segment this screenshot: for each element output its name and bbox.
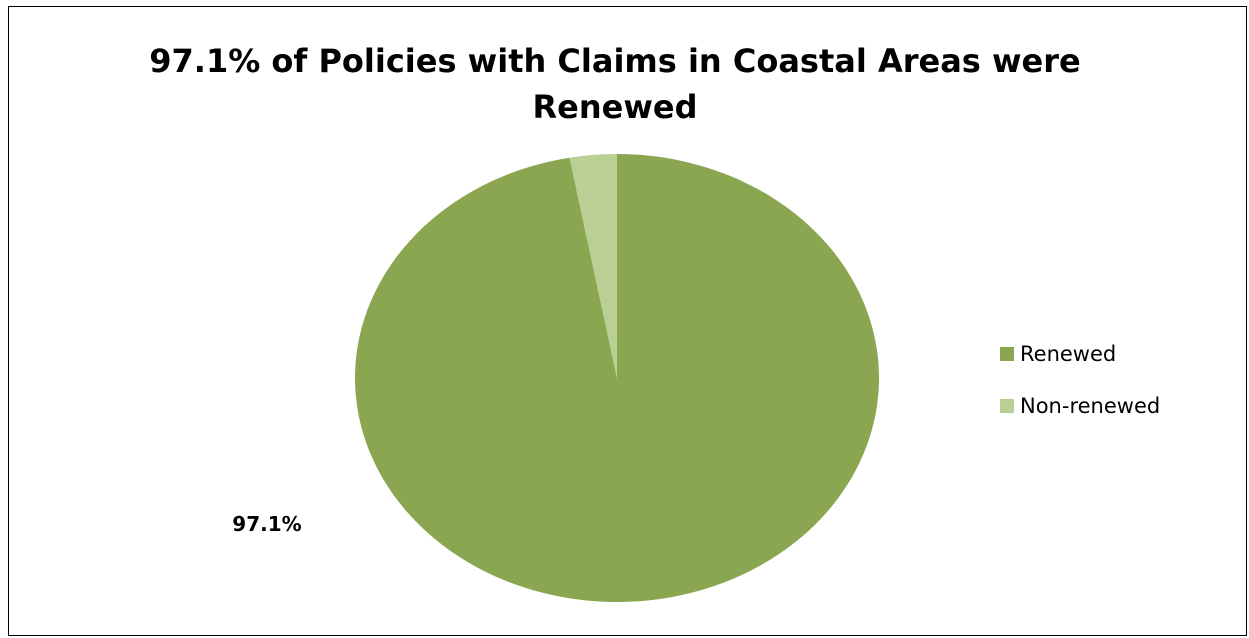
legend-label-renewed: Renewed [1020, 342, 1117, 366]
legend: Renewed Non-renewed [1000, 342, 1161, 448]
pie-slice-non-renewed [569, 154, 617, 378]
chart-title-line-2: Renewed [532, 88, 698, 126]
pie-slice-renewed [354, 154, 879, 602]
legend-label-non-renewed: Non-renewed [1020, 394, 1161, 418]
legend-item-renewed: Renewed [1000, 342, 1160, 366]
data-label-renewed: 97.1% [232, 512, 301, 536]
chart-title: 97.1% of Policies with Claims in Coastal… [0, 38, 1230, 130]
pie-slices [354, 154, 879, 602]
legend-item-non-renewed: Non-renewed [1000, 394, 1161, 418]
chart-title-line-1: 97.1% of Policies with Claims in Coastal… [149, 42, 1081, 80]
legend-swatch-non-renewed [1000, 399, 1014, 413]
legend-swatch-renewed [1000, 347, 1014, 361]
